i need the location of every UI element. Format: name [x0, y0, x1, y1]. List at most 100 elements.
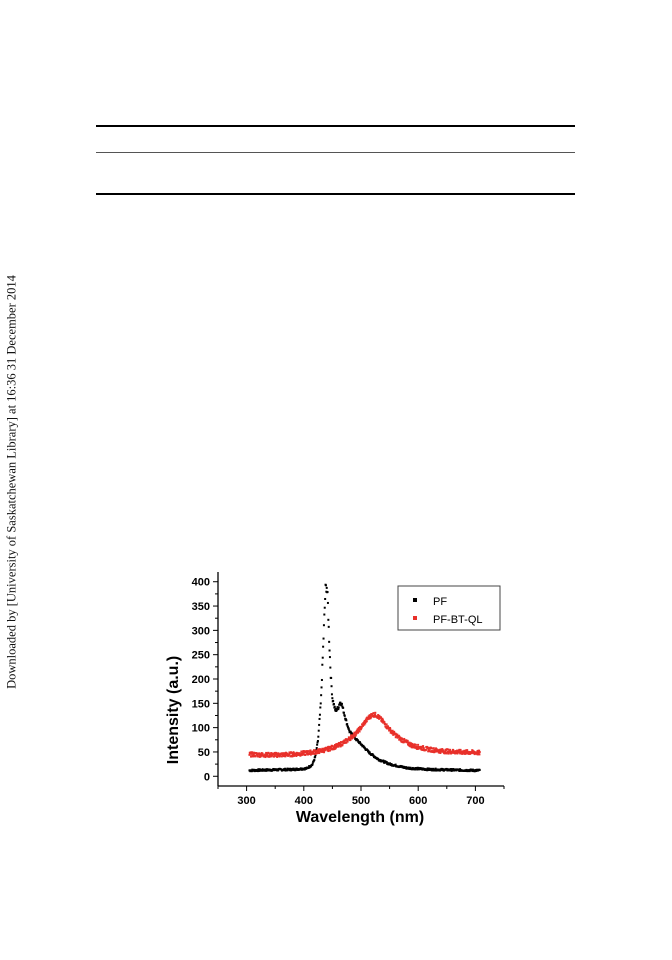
data-point [408, 741, 411, 744]
data-point [387, 726, 390, 729]
data-point [349, 736, 352, 739]
data-point [276, 755, 279, 758]
data-point [326, 601, 329, 604]
data-point [385, 761, 388, 764]
data-point [319, 706, 322, 709]
data-point [282, 753, 285, 756]
data-point [331, 697, 334, 700]
data-point [271, 754, 274, 757]
data-point [353, 731, 356, 734]
chart-legend: PF PF-BT-QL [397, 585, 501, 631]
data-point [450, 750, 453, 753]
download-watermark-text: Downloaded by [University of Saskatchewa… [4, 275, 19, 689]
data-point [291, 755, 294, 758]
data-point [311, 752, 314, 755]
data-point [439, 769, 442, 772]
data-point [377, 714, 380, 717]
data-point [302, 752, 305, 755]
data-point [422, 745, 425, 748]
data-point [454, 752, 457, 755]
data-point [390, 763, 393, 766]
data-point [320, 694, 323, 697]
data-point [342, 706, 345, 709]
y-tick-label: 250 [192, 650, 210, 662]
data-point [331, 744, 334, 747]
data-point [330, 685, 333, 688]
data-point [277, 753, 280, 756]
data-point [318, 717, 321, 720]
data-point [289, 767, 292, 770]
data-point [447, 752, 450, 755]
data-point [330, 676, 333, 679]
data-point [367, 749, 370, 752]
y-tick-label: 400 [192, 577, 210, 589]
data-point [318, 723, 321, 726]
data-point [309, 753, 312, 756]
data-point [261, 768, 264, 771]
data-point [339, 745, 342, 748]
data-point [422, 747, 425, 750]
data-point [318, 751, 321, 754]
data-point [424, 748, 427, 751]
data-point [304, 753, 307, 756]
data-point [365, 720, 368, 723]
data-point [362, 721, 365, 724]
data-point [291, 751, 294, 754]
data-point [459, 748, 462, 751]
data-point [250, 752, 253, 755]
data-point [434, 750, 437, 753]
data-point [305, 767, 308, 770]
data-point [392, 733, 395, 736]
data-point [358, 741, 361, 744]
y-tick-label: 300 [192, 625, 210, 637]
data-point [292, 767, 295, 770]
data-point [326, 591, 329, 594]
data-point [352, 736, 355, 739]
data-point [265, 751, 268, 754]
data-point [445, 768, 448, 771]
data-point [464, 751, 467, 754]
data-point [322, 624, 325, 627]
data-point [313, 752, 316, 755]
data-point [417, 766, 420, 769]
data-point [430, 767, 433, 770]
data-point [441, 748, 444, 751]
data-point [333, 705, 336, 708]
data-point [352, 732, 355, 735]
data-point [321, 656, 324, 659]
data-point [340, 741, 343, 744]
data-point [280, 755, 283, 758]
data-point [378, 714, 381, 717]
data-point [356, 739, 359, 742]
data-point [416, 768, 419, 771]
data-point [308, 751, 311, 754]
data-point [268, 755, 271, 758]
data-point [416, 747, 419, 750]
data-point [248, 753, 251, 756]
data-point [316, 739, 319, 742]
data-point [396, 734, 399, 737]
data-point [252, 752, 255, 755]
data-point [328, 749, 331, 752]
data-point [336, 708, 339, 711]
data-point [360, 726, 363, 729]
data-point [401, 738, 404, 741]
data-point [348, 729, 351, 732]
data-point [438, 748, 441, 751]
data-point [463, 750, 466, 753]
data-point [373, 713, 376, 716]
data-point [420, 747, 423, 750]
data-point [367, 715, 370, 718]
data-point [409, 744, 412, 747]
data-point [443, 752, 446, 755]
data-point [450, 768, 453, 771]
data-point [344, 718, 347, 721]
data-point [383, 721, 386, 724]
data-point [369, 716, 372, 719]
data-point [460, 750, 463, 753]
data-point [343, 741, 346, 744]
data-point [426, 746, 429, 749]
data-point [311, 762, 314, 765]
data-point [313, 759, 316, 762]
data-point [434, 749, 437, 752]
